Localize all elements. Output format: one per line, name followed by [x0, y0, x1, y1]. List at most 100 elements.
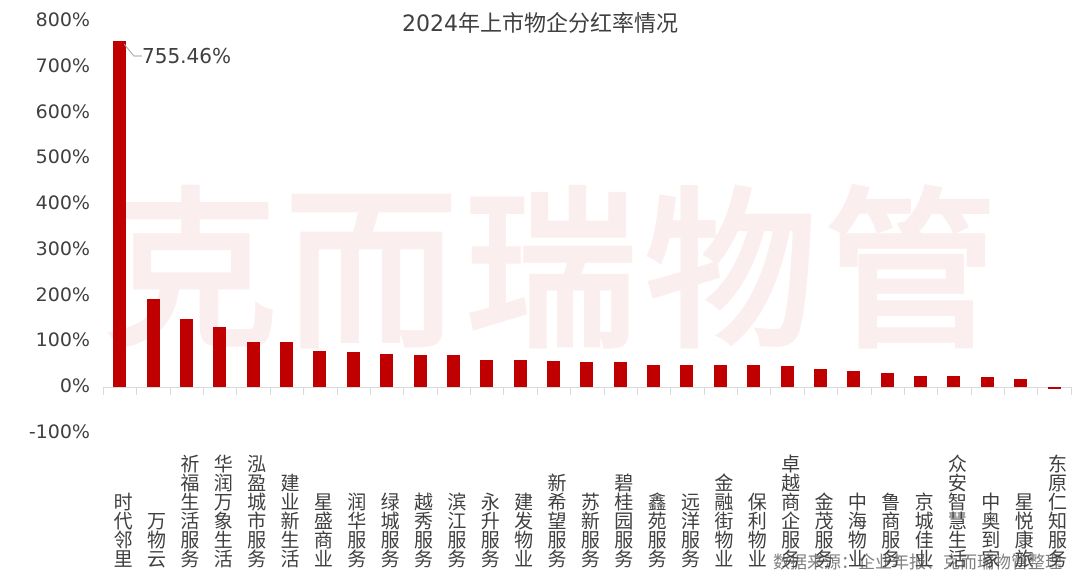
x-tick	[1070, 387, 1072, 395]
x-tick-label: 远洋服务	[677, 492, 700, 568]
x-tick-label: 鲁商服务	[878, 492, 901, 568]
x-tick-label: 众安智慧生活	[944, 454, 967, 568]
x-tick	[1003, 387, 1005, 395]
x-tick	[970, 387, 972, 395]
x-tick-label: 绿城服务	[377, 492, 400, 568]
bar	[947, 376, 961, 387]
x-tick	[203, 387, 205, 395]
x-tick-label: 华润万象生活	[210, 454, 233, 568]
x-tick-label: 卓越商企服务	[778, 454, 801, 568]
watermark: 克而瑞物管	[105, 172, 1005, 373]
x-tick	[937, 387, 939, 395]
bar	[914, 376, 928, 387]
annotation-leader-line	[124, 44, 142, 57]
x-tick	[470, 387, 472, 395]
y-tick-label: -100%	[28, 420, 90, 443]
x-tick-label: 时代邻里	[110, 492, 133, 568]
bar	[747, 365, 761, 387]
bar	[446, 355, 460, 387]
x-tick-label: 中奥到家	[978, 492, 1001, 568]
y-tick-label: 700%	[35, 54, 90, 77]
x-tick-label: 滨江服务	[444, 492, 467, 568]
bar	[146, 299, 160, 387]
bar	[647, 364, 661, 387]
bar	[580, 361, 594, 387]
x-tick-label: 保利物业	[744, 492, 767, 568]
x-tick-label: 中海物业	[844, 492, 867, 568]
y-tick-label: 300%	[35, 237, 90, 260]
bar	[480, 359, 494, 387]
x-tick-label: 新希望服务	[544, 473, 567, 568]
x-tick	[636, 387, 638, 395]
x-tick-label: 京城佳业	[911, 492, 934, 568]
y-tick-label: 100%	[35, 329, 90, 352]
x-tick-label: 泓盈城市服务	[244, 454, 267, 568]
x-tick	[369, 387, 371, 395]
data-label-max: 755.46%	[142, 44, 231, 68]
bar	[980, 377, 994, 387]
bar	[280, 342, 294, 387]
bar	[113, 41, 127, 387]
x-tick	[403, 387, 405, 395]
x-tick	[536, 387, 538, 395]
x-tick-label: 越秀服务	[411, 492, 433, 568]
x-tick-label: 建业新生活	[277, 473, 300, 568]
x-tick-label: 碧桂园服务	[611, 473, 634, 568]
bar	[813, 368, 827, 387]
bar	[413, 354, 427, 387]
bar	[847, 370, 861, 387]
y-tick-label: 500%	[35, 146, 90, 169]
bar	[1047, 387, 1061, 389]
bar	[246, 341, 260, 387]
x-axis-line	[103, 387, 1071, 388]
x-tick	[503, 387, 505, 395]
x-tick	[103, 387, 104, 395]
x-tick-label: 润华服务	[344, 492, 367, 568]
x-tick-label: 建发物业	[511, 492, 534, 568]
x-tick	[837, 387, 839, 395]
bar	[179, 318, 193, 387]
chart-title: 2024年上市物企分红率情况	[402, 12, 678, 37]
bar	[1014, 378, 1028, 387]
x-tick	[770, 387, 772, 395]
bar	[713, 364, 727, 387]
bar	[880, 373, 894, 387]
x-tick	[803, 387, 805, 395]
x-tick	[603, 387, 605, 395]
bar	[346, 351, 360, 387]
bar	[313, 350, 327, 387]
bar	[546, 360, 560, 387]
bar	[680, 364, 694, 387]
source-note: 数据来源：企业年报、克而瑞物管整理	[773, 553, 1062, 573]
bar	[213, 327, 227, 387]
y-tick-label: 200%	[35, 283, 90, 306]
x-tick-label: 祈福生活服务	[177, 454, 200, 568]
x-tick	[903, 387, 905, 395]
x-tick	[703, 387, 705, 395]
y-tick-label: 600%	[35, 100, 90, 123]
bar	[613, 362, 627, 387]
x-tick	[570, 387, 572, 395]
x-tick-label: 星盛商业	[310, 492, 333, 568]
x-tick	[269, 387, 271, 395]
x-tick	[870, 387, 872, 395]
x-tick	[1037, 387, 1039, 395]
x-tick-label: 金融街物业	[711, 473, 734, 568]
x-tick-label: 鑫苑服务	[644, 492, 667, 568]
y-tick-label: 400%	[35, 192, 90, 214]
x-tick-label: 东原仁知服务	[1045, 454, 1068, 568]
x-tick	[670, 387, 672, 395]
x-tick-label: 金茂服务	[811, 492, 834, 568]
x-tick-label: 苏新服务	[577, 492, 600, 568]
x-tick	[737, 387, 739, 395]
y-tick-label: 0%	[59, 375, 90, 397]
bar	[513, 360, 527, 387]
x-tick-label: 星悦康旅	[1011, 492, 1034, 568]
x-tick	[436, 387, 438, 395]
bar	[380, 353, 394, 387]
x-tick	[303, 387, 305, 395]
x-tick-label: 万物云	[144, 511, 167, 568]
y-tick-label: 800%	[35, 9, 90, 31]
x-tick	[136, 387, 138, 395]
